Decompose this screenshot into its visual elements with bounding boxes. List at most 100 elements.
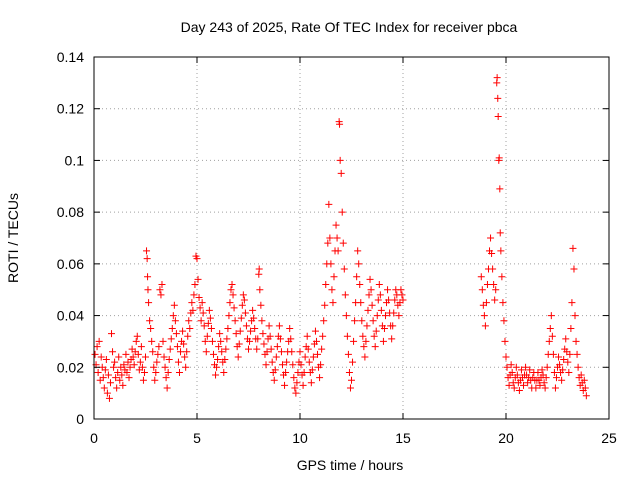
data-point	[202, 348, 210, 356]
data-point	[118, 371, 126, 379]
data-point	[153, 358, 161, 366]
data-point	[572, 337, 580, 345]
data-point	[294, 368, 302, 376]
data-point	[355, 260, 363, 268]
data-point	[218, 348, 226, 356]
data-point	[560, 356, 568, 364]
data-point	[543, 363, 551, 371]
data-point	[155, 343, 163, 351]
data-point	[299, 381, 307, 389]
data-point	[259, 330, 267, 338]
data-point	[547, 312, 555, 320]
data-point	[154, 350, 162, 358]
data-point	[568, 299, 576, 307]
data-point	[225, 312, 233, 320]
data-point	[184, 332, 192, 340]
data-point	[541, 384, 549, 392]
data-point	[130, 361, 138, 369]
data-point	[281, 381, 289, 389]
data-point	[268, 358, 276, 366]
data-point	[580, 376, 588, 384]
data-point	[489, 265, 497, 273]
data-point	[102, 356, 110, 364]
data-point	[239, 291, 247, 299]
data-point	[227, 286, 235, 294]
data-point	[551, 384, 559, 392]
y-axis-title: ROTI / TECUs	[5, 193, 21, 283]
data-point	[143, 255, 151, 263]
data-point	[327, 260, 335, 268]
data-point	[246, 337, 254, 345]
data-point	[308, 366, 316, 374]
data-point	[235, 340, 243, 348]
data-point	[145, 299, 153, 307]
data-point	[343, 332, 351, 340]
data-point	[143, 247, 151, 255]
data-point	[319, 332, 327, 340]
data-point	[104, 371, 112, 379]
data-point	[481, 322, 489, 330]
data-point	[558, 376, 566, 384]
data-point	[341, 291, 349, 299]
data-point	[359, 332, 367, 340]
data-point	[126, 363, 134, 371]
data-point	[353, 273, 361, 281]
data-point	[172, 330, 180, 338]
data-point	[356, 281, 364, 289]
data-point	[358, 317, 366, 325]
data-point	[492, 286, 500, 294]
data-point	[137, 343, 145, 351]
data-point	[487, 234, 495, 242]
x-tick-label: 10	[292, 430, 308, 446]
data-point	[488, 250, 496, 258]
axis-ticks: 0 5 10 15 20 25 0 0.02 0.04 0.06 0.08 0.1 0.12 0.14	[57, 49, 617, 446]
data-point	[198, 299, 206, 307]
data-point	[569, 244, 577, 252]
data-point	[199, 309, 207, 317]
data-point	[229, 291, 237, 299]
data-point	[357, 299, 365, 307]
data-point	[162, 374, 170, 382]
data-point	[510, 384, 518, 392]
data-point	[324, 239, 332, 247]
data-point	[500, 317, 508, 325]
data-point	[311, 327, 319, 335]
data-point	[114, 368, 122, 376]
data-point	[389, 322, 397, 330]
data-point	[312, 337, 320, 345]
data-point	[395, 312, 403, 320]
data-point	[532, 384, 540, 392]
data-point	[232, 330, 240, 338]
data-point	[150, 363, 158, 371]
data-point	[370, 332, 378, 340]
data-point	[100, 384, 108, 392]
data-point	[555, 353, 563, 361]
data-point	[273, 343, 281, 351]
data-point	[388, 335, 396, 343]
data-point	[165, 356, 173, 364]
data-point	[542, 374, 550, 382]
data-point	[369, 317, 377, 325]
data-point	[209, 350, 217, 358]
data-point	[171, 317, 179, 325]
data-point	[398, 291, 406, 299]
data-point	[258, 317, 266, 325]
data-point	[228, 281, 236, 289]
data-point	[247, 327, 255, 335]
data-point	[570, 265, 578, 273]
data-point	[377, 306, 385, 314]
data-point	[112, 374, 120, 382]
data-point	[291, 384, 299, 392]
data-point	[330, 273, 338, 281]
data-point	[520, 381, 528, 389]
data-point	[95, 337, 103, 345]
data-point	[105, 394, 113, 402]
data-point	[151, 376, 159, 384]
data-point	[574, 363, 582, 371]
data-point	[379, 337, 387, 345]
data-point	[221, 356, 229, 364]
data-point	[326, 234, 334, 242]
data-point	[288, 348, 296, 356]
data-point	[534, 368, 542, 376]
data-point	[495, 154, 503, 162]
